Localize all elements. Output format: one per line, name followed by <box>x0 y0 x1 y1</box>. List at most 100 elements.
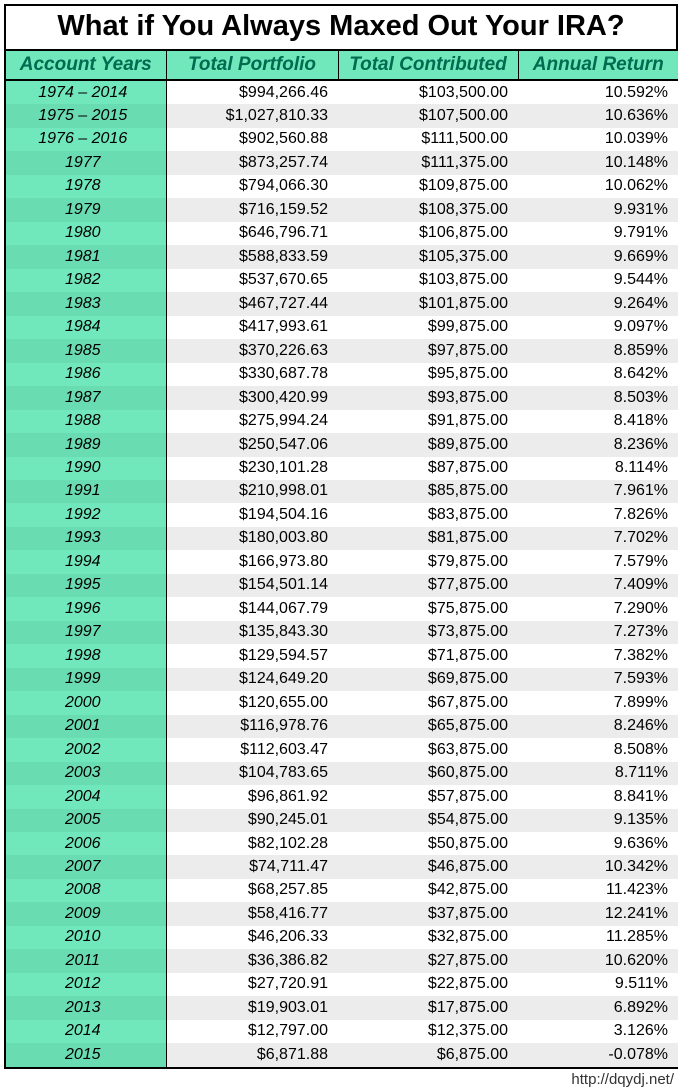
table-row: 1996$144,067.79$75,875.007.290% <box>6 597 678 620</box>
cell-year: 1982 <box>6 269 166 292</box>
cell-contributed: $27,875.00 <box>338 949 518 972</box>
cell-contributed: $54,875.00 <box>338 809 518 832</box>
cell-year: 1975 – 2015 <box>6 104 166 127</box>
table-row: 2013$19,903.01$17,875.006.892% <box>6 996 678 1019</box>
footer-url: http://dqydj.net/ <box>4 1069 678 1088</box>
cell-portfolio: $180,003.80 <box>166 527 338 550</box>
cell-portfolio: $46,206.33 <box>166 926 338 949</box>
cell-year: 2011 <box>6 949 166 972</box>
table-row: 2010$46,206.33$32,875.0011.285% <box>6 926 678 949</box>
cell-return: 7.382% <box>518 644 678 667</box>
cell-return: 9.931% <box>518 198 678 221</box>
cell-year: 1994 <box>6 550 166 573</box>
cell-contributed: $22,875.00 <box>338 973 518 996</box>
cell-year: 1976 – 2016 <box>6 128 166 151</box>
cell-portfolio: $6,871.88 <box>166 1043 338 1066</box>
cell-return: 10.342% <box>518 855 678 878</box>
table-row: 1979$716,159.52$108,375.009.931% <box>6 198 678 221</box>
cell-contributed: $89,875.00 <box>338 433 518 456</box>
cell-year: 1999 <box>6 668 166 691</box>
cell-return: 11.423% <box>518 879 678 902</box>
table-row: 2009$58,416.77$37,875.0012.241% <box>6 902 678 925</box>
table-row: 2005$90,245.01$54,875.009.135% <box>6 809 678 832</box>
table-row: 1978$794,066.30$109,875.0010.062% <box>6 175 678 198</box>
table-row: 1980$646,796.71$106,875.009.791% <box>6 222 678 245</box>
header-annual-return: Annual Return <box>518 51 678 80</box>
cell-portfolio: $417,993.61 <box>166 316 338 339</box>
cell-portfolio: $12,797.00 <box>166 1020 338 1043</box>
cell-portfolio: $902,560.88 <box>166 128 338 151</box>
cell-year: 1991 <box>6 480 166 503</box>
cell-contributed: $69,875.00 <box>338 668 518 691</box>
cell-portfolio: $467,727.44 <box>166 292 338 315</box>
table-row: 1994$166,973.80$79,875.007.579% <box>6 550 678 573</box>
cell-return: 10.620% <box>518 949 678 972</box>
cell-year: 1988 <box>6 410 166 433</box>
cell-year: 1986 <box>6 363 166 386</box>
cell-return: 9.135% <box>518 809 678 832</box>
cell-portfolio: $58,416.77 <box>166 902 338 925</box>
cell-portfolio: $82,102.28 <box>166 832 338 855</box>
cell-return: 9.669% <box>518 245 678 268</box>
cell-portfolio: $646,796.71 <box>166 222 338 245</box>
cell-contributed: $37,875.00 <box>338 902 518 925</box>
cell-contributed: $85,875.00 <box>338 480 518 503</box>
cell-contributed: $83,875.00 <box>338 503 518 526</box>
table-row: 1986$330,687.78$95,875.008.642% <box>6 363 678 386</box>
cell-contributed: $111,500.00 <box>338 128 518 151</box>
cell-year: 2000 <box>6 691 166 714</box>
cell-return: 8.841% <box>518 785 678 808</box>
header-total-contributed: Total Contributed <box>338 51 518 80</box>
cell-return: 9.097% <box>518 316 678 339</box>
cell-contributed: $93,875.00 <box>338 386 518 409</box>
table-row: 1985$370,226.63$97,875.008.859% <box>6 339 678 362</box>
table-row: 2003$104,783.65$60,875.008.711% <box>6 762 678 785</box>
cell-year: 2002 <box>6 738 166 761</box>
table-row: 1989$250,547.06$89,875.008.236% <box>6 433 678 456</box>
cell-portfolio: $96,861.92 <box>166 785 338 808</box>
cell-return: 6.892% <box>518 996 678 1019</box>
table-row: 2004$96,861.92$57,875.008.841% <box>6 785 678 808</box>
cell-portfolio: $135,843.30 <box>166 621 338 644</box>
cell-return: 7.702% <box>518 527 678 550</box>
cell-contributed: $79,875.00 <box>338 550 518 573</box>
cell-return: 8.859% <box>518 339 678 362</box>
table-row: 1988$275,994.24$91,875.008.418% <box>6 410 678 433</box>
header-total-portfolio: Total Portfolio <box>166 51 338 80</box>
cell-contributed: $73,875.00 <box>338 621 518 644</box>
cell-contributed: $99,875.00 <box>338 316 518 339</box>
cell-contributed: $97,875.00 <box>338 339 518 362</box>
table-row: 1976 – 2016$902,560.88$111,500.0010.039% <box>6 128 678 151</box>
cell-portfolio: $210,998.01 <box>166 480 338 503</box>
cell-year: 1978 <box>6 175 166 198</box>
table-row: 1991$210,998.01$85,875.007.961% <box>6 480 678 503</box>
cell-contributed: $67,875.00 <box>338 691 518 714</box>
cell-year: 1985 <box>6 339 166 362</box>
cell-portfolio: $112,603.47 <box>166 738 338 761</box>
cell-contributed: $109,875.00 <box>338 175 518 198</box>
cell-portfolio: $330,687.78 <box>166 363 338 386</box>
cell-year: 1989 <box>6 433 166 456</box>
cell-portfolio: $144,067.79 <box>166 597 338 620</box>
cell-portfolio: $588,833.59 <box>166 245 338 268</box>
cell-return: 7.290% <box>518 597 678 620</box>
cell-portfolio: $104,783.65 <box>166 762 338 785</box>
cell-year: 1990 <box>6 457 166 480</box>
table-row: 1987$300,420.99$93,875.008.503% <box>6 386 678 409</box>
table-row: 1997$135,843.30$73,875.007.273% <box>6 621 678 644</box>
cell-contributed: $71,875.00 <box>338 644 518 667</box>
cell-return: 8.114% <box>518 457 678 480</box>
header-account-years: Account Years <box>6 51 166 80</box>
cell-portfolio: $716,159.52 <box>166 198 338 221</box>
table-row: 2012$27,720.91$22,875.009.511% <box>6 973 678 996</box>
cell-return: 10.148% <box>518 151 678 174</box>
cell-contributed: $81,875.00 <box>338 527 518 550</box>
table-row: 2006$82,102.28$50,875.009.636% <box>6 832 678 855</box>
cell-year: 2008 <box>6 879 166 902</box>
table-row: 1992$194,504.16$83,875.007.826% <box>6 503 678 526</box>
cell-year: 2004 <box>6 785 166 808</box>
cell-return: 7.961% <box>518 480 678 503</box>
cell-portfolio: $1,027,810.33 <box>166 104 338 127</box>
cell-contributed: $95,875.00 <box>338 363 518 386</box>
cell-contributed: $32,875.00 <box>338 926 518 949</box>
